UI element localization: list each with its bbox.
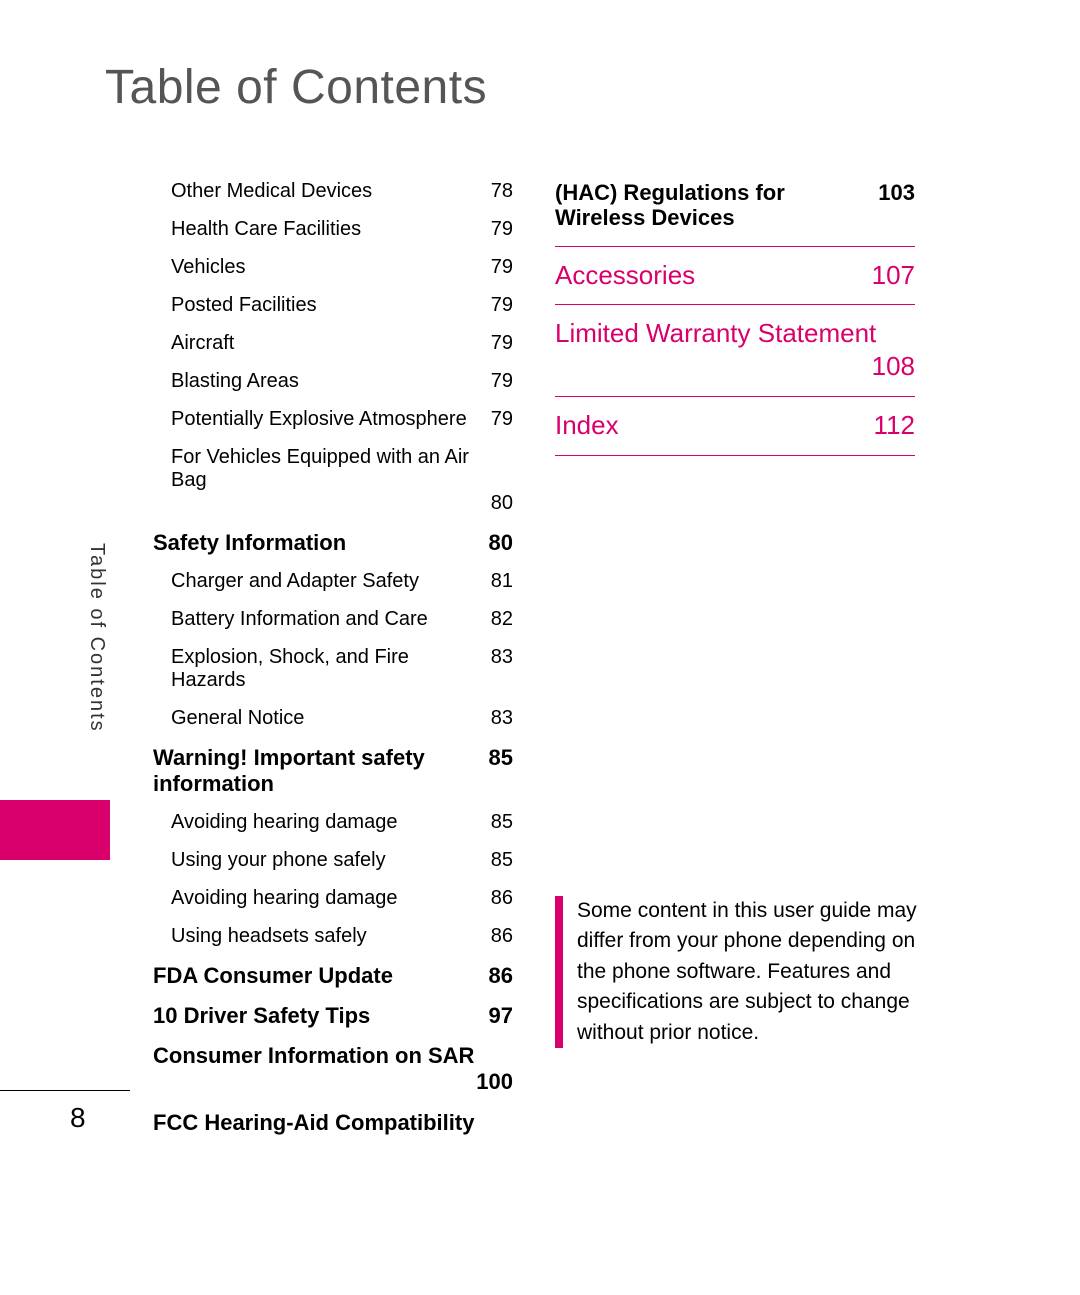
toc-label: Avoiding hearing damage: [171, 811, 491, 834]
toc-label: Vehicles: [171, 256, 491, 279]
toc-sub-entry: Posted Facilities 79: [171, 294, 513, 317]
toc-heading: FCC Hearing-Aid Compatibility: [153, 1110, 513, 1135]
toc-heading: FDA Consumer Update 86: [153, 963, 513, 988]
toc-label: Aircraft: [171, 332, 491, 355]
toc-page: 78: [491, 180, 513, 203]
toc-sub-entry: Using headsets safely 86: [171, 925, 513, 948]
toc-sub-entry: General Notice 83: [171, 707, 513, 730]
toc-page: 83: [491, 707, 513, 730]
toc-label: Potentially Explosive Atmosphere: [171, 408, 491, 431]
toc-column-right: (HAC) Regulations for Wireless Devices 1…: [555, 180, 915, 470]
toc-label: FDA Consumer Update: [153, 963, 489, 988]
toc-sub-entry: Potentially Explosive Atmosphere 79: [171, 408, 513, 431]
toc-label: Safety Information: [153, 530, 489, 555]
toc-label: Index: [555, 411, 874, 441]
toc-label: Other Medical Devices: [171, 180, 491, 203]
toc-label: Consumer Information on SAR: [153, 1043, 513, 1068]
toc-label: Health Care Facilities: [171, 218, 491, 241]
toc-heading: Safety Information 80: [153, 530, 513, 555]
toc-page: 85: [489, 745, 513, 770]
toc-sub-entry: Charger and Adapter Safety 81: [171, 570, 513, 593]
toc-page: 103: [878, 180, 915, 205]
toc-page: 79: [491, 256, 513, 279]
toc-heading: Consumer Information on SAR: [153, 1043, 513, 1068]
vertical-section-label: Table of Contents: [85, 543, 108, 793]
toc-sub-entry: Explosion, Shock, and Fire Hazards 83: [171, 646, 513, 692]
toc-label: Limited Warranty Statement: [555, 319, 915, 349]
toc-page: 79: [491, 408, 513, 431]
toc-heading: Warning! Important safety information 85: [153, 745, 513, 796]
side-tab-marker: [0, 800, 110, 860]
disclaimer-note: Some content in this user guide may diff…: [555, 896, 940, 1048]
toc-page: 80: [489, 530, 513, 555]
toc-chapter: Accessories 107: [555, 246, 915, 291]
toc-page: 108: [555, 351, 915, 382]
toc-chapter: Limited Warranty Statement 108: [555, 304, 915, 382]
toc-sub-entry: Aircraft 79: [171, 332, 513, 355]
page-title: Table of Contents: [105, 60, 487, 115]
toc-column-left: Other Medical Devices 78 Health Care Fac…: [153, 180, 513, 1150]
footer-rule: [0, 1090, 130, 1091]
toc-page: 83: [491, 646, 513, 669]
toc-sub-entry: Blasting Areas 79: [171, 370, 513, 393]
toc-label: Charger and Adapter Safety: [171, 570, 491, 593]
toc-label: (HAC) Regulations for Wireless Devices: [555, 180, 878, 231]
toc-page: 79: [491, 332, 513, 355]
page-number: 8: [70, 1102, 86, 1134]
toc-sub-entry: Other Medical Devices 78: [171, 180, 513, 203]
toc-page: 79: [491, 294, 513, 317]
toc-label: Avoiding hearing damage: [171, 887, 491, 910]
toc-sub-entry: Battery Information and Care 82: [171, 608, 513, 631]
toc-page: 81: [491, 570, 513, 593]
toc-label: Blasting Areas: [171, 370, 491, 393]
toc-page: 112: [874, 411, 915, 441]
toc-chapter: Index 112: [555, 396, 915, 456]
toc-label: 10 Driver Safety Tips: [153, 1003, 489, 1028]
toc-sub-entry: Vehicles 79: [171, 256, 513, 279]
toc-label: Battery Information and Care: [171, 608, 491, 631]
toc-sub-entry: For Vehicles Equipped with an Air Bag: [171, 446, 513, 492]
toc-label: Explosion, Shock, and Fire Hazards: [171, 646, 491, 692]
toc-sub-entry: Avoiding hearing damage 86: [171, 887, 513, 910]
toc-page: 107: [872, 261, 915, 291]
toc-page: 79: [491, 218, 513, 241]
toc-page: 85: [491, 811, 513, 834]
toc-page: 86: [491, 925, 513, 948]
toc-label: General Notice: [171, 707, 491, 730]
toc-label: FCC Hearing-Aid Compatibility: [153, 1110, 513, 1135]
toc-label: Accessories: [555, 261, 872, 291]
toc-sub-entry: Avoiding hearing damage 85: [171, 811, 513, 834]
toc-page: 86: [491, 887, 513, 910]
toc-page: 82: [491, 608, 513, 631]
toc-heading: 10 Driver Safety Tips 97: [153, 1003, 513, 1028]
toc-page: 80: [171, 492, 513, 515]
toc-page: 85: [491, 849, 513, 872]
toc-sub-entry: Using your phone safely 85: [171, 849, 513, 872]
toc-page: 86: [489, 963, 513, 988]
toc-label: Posted Facilities: [171, 294, 491, 317]
toc-label: Using headsets safely: [171, 925, 491, 948]
toc-page: 97: [489, 1003, 513, 1028]
toc-sub-entry: Health Care Facilities 79: [171, 218, 513, 241]
toc-label: Using your phone safely: [171, 849, 491, 872]
toc-label: For Vehicles Equipped with an Air Bag: [171, 446, 513, 492]
toc-heading: (HAC) Regulations for Wireless Devices 1…: [555, 180, 915, 231]
toc-page: 79: [491, 370, 513, 393]
toc-label: Warning! Important safety information: [153, 745, 489, 796]
toc-page: 100: [153, 1069, 513, 1095]
